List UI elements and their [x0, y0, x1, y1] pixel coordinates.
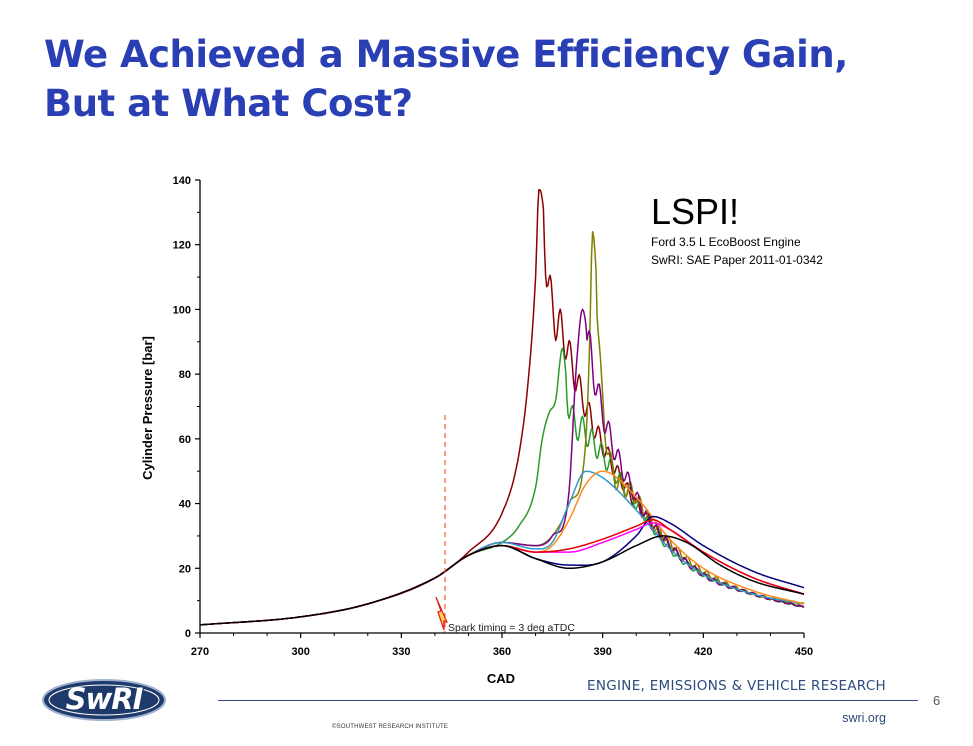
x-tick-label: 450 [795, 646, 813, 658]
lspi-headline: LSPI! [651, 191, 739, 232]
footer-tagline: ENGINE, EMISSIONS & VEHICLE RESEARCH [587, 678, 886, 694]
y-tick-label: 120 [173, 240, 191, 252]
plot-area [199, 188, 805, 633]
axes: 270 300 330 360 390 420 450 0 20 40 60 80 100 120 140 [173, 175, 814, 658]
x-axis-title: CAD [487, 671, 515, 686]
title-line-2: But at What Cost? [44, 82, 413, 125]
logo-text: SwRI [65, 682, 144, 716]
y-tick-label: 40 [179, 499, 191, 511]
series-line [199, 231, 805, 626]
y-tick-label: 80 [179, 369, 191, 381]
source-line-1: Ford 3.5 L EcoBoost Engine [651, 235, 801, 249]
x-tick-label: 300 [291, 646, 309, 658]
x-tick-label: 330 [392, 646, 410, 658]
slide-title: We Achieved a Massive Efficiency Gain, B… [44, 30, 944, 128]
series-line [199, 470, 805, 626]
spark-timing-label: Spark timing = 3 deg aTDC [448, 622, 575, 634]
y-tick-label: 0 [185, 628, 191, 640]
website-link[interactable]: swri.org [842, 711, 886, 725]
series-line [199, 308, 805, 626]
y-tick-label: 100 [173, 304, 191, 316]
series-line [199, 347, 805, 626]
series-line [199, 515, 805, 626]
cylinder-pressure-chart: 270 300 330 360 390 420 450020406080100120140 … [140, 175, 823, 686]
series-line [199, 470, 805, 626]
y-tick-label: 140 [173, 175, 191, 187]
y-axis-title: Cylinder Pressure [bar] [140, 336, 155, 480]
footer-divider [218, 700, 918, 701]
logo-ellipse-icon [42, 679, 166, 721]
x-tick-label: 390 [593, 646, 611, 658]
x-tick-label: 420 [694, 646, 712, 658]
spark-bolt-icon [435, 596, 449, 631]
copyright: ©SOUTHWEST RESEARCH INSTITUTE [332, 724, 449, 730]
x-tick-label: 360 [493, 646, 511, 658]
page-number: 6 [933, 693, 941, 708]
x-tick-label: 270 [191, 646, 209, 658]
title-line-1: We Achieved a Massive Efficiency Gain, [44, 33, 848, 76]
series-line [199, 519, 805, 626]
swri-logo[interactable]: SwRI [40, 676, 168, 724]
y-tick-label: 20 [179, 563, 191, 575]
y-tick-label: 60 [179, 434, 191, 446]
source-line-2: SwRI: SAE Paper 2011-01-0342 [651, 253, 823, 267]
series-line [199, 535, 805, 626]
